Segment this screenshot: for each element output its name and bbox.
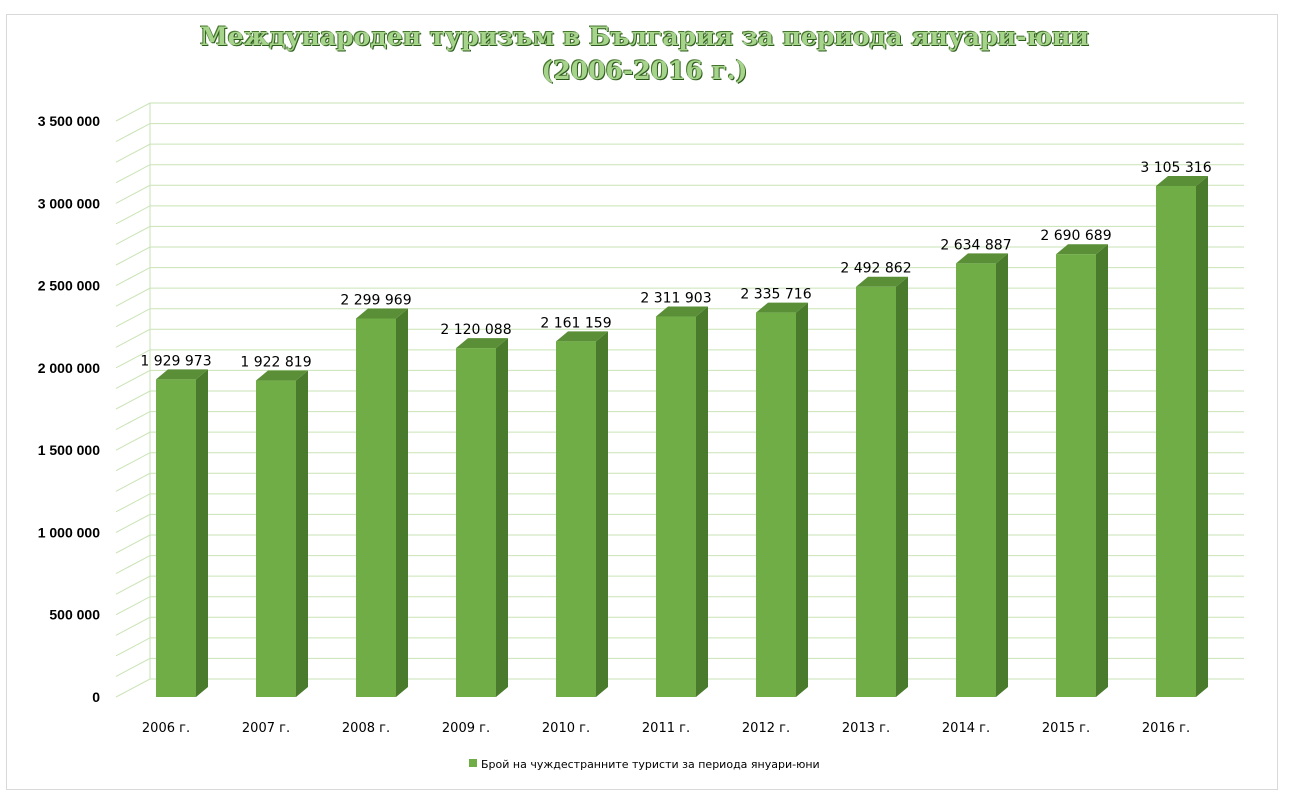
- y-tick-label: 2 500 000: [38, 278, 100, 294]
- data-label: 2 299 969: [340, 292, 411, 308]
- data-label: 2 161 159: [540, 315, 611, 331]
- data-label: 2 634 887: [940, 237, 1011, 253]
- bar-front: [256, 380, 296, 697]
- data-label: 2 492 862: [840, 261, 911, 277]
- bar-front: [756, 312, 796, 697]
- bar-side: [1096, 244, 1108, 698]
- data-label: 1 922 819: [240, 355, 311, 371]
- bar: [1156, 175, 1208, 697]
- bar-side: [896, 276, 908, 697]
- bar: [756, 302, 808, 697]
- bar: [656, 306, 708, 697]
- bar-front: [156, 379, 196, 697]
- bar-front: [456, 348, 496, 697]
- bar-top: [356, 308, 408, 319]
- gridline: [115, 102, 1244, 122]
- data-label: 2 690 689: [1040, 228, 1111, 244]
- gridline: [115, 184, 1244, 204]
- bar-side: [196, 369, 208, 697]
- x-tick-label: 2016 г.: [1142, 721, 1190, 736]
- bar: [956, 253, 1008, 698]
- legend: Брой на чуждестранните туристи за период…: [469, 758, 820, 771]
- bar-top: [956, 253, 1008, 264]
- y-tick-label: 500 000: [49, 607, 100, 623]
- bar-front: [1056, 254, 1096, 698]
- bar-front: [856, 286, 896, 697]
- bar-side: [996, 253, 1008, 698]
- bar-side: [696, 306, 708, 697]
- bar-top: [656, 306, 708, 317]
- bar-side: [496, 338, 508, 697]
- x-tick-label: 2006 г.: [142, 721, 190, 736]
- bar-top: [756, 302, 808, 313]
- y-tick-label: 0: [92, 689, 100, 705]
- bar: [556, 331, 608, 697]
- data-label: 3 105 316: [1140, 160, 1211, 176]
- bars: [156, 175, 1208, 698]
- data-label: 1 929 973: [140, 353, 211, 369]
- legend-swatch: [469, 759, 477, 767]
- x-tick-label: 2011 г.: [642, 721, 690, 736]
- bar: [456, 338, 508, 697]
- bar-top: [256, 370, 308, 381]
- x-tick-label: 2014 г.: [942, 721, 990, 736]
- bar-top: [456, 338, 508, 349]
- data-label: 2 311 903: [640, 291, 711, 307]
- bar-top: [856, 276, 908, 287]
- bar-side: [1196, 175, 1208, 697]
- bar: [356, 308, 408, 697]
- gridline: [115, 205, 1244, 225]
- x-tick-label: 2012 г.: [742, 721, 790, 736]
- bar-top: [1156, 175, 1208, 186]
- bar-front: [956, 263, 996, 697]
- x-tick-label: 2010 г.: [542, 721, 590, 736]
- bar-side: [296, 370, 308, 697]
- x-tick-label: 2013 г.: [842, 721, 890, 736]
- chart-title-line-1: Международен туризъм в България за перио…: [200, 22, 1089, 51]
- bar-front: [656, 316, 696, 697]
- bar: [1056, 244, 1108, 698]
- legend-label: Брой на чуждестранните туристи за период…: [481, 758, 820, 771]
- data-label: 2 335 716: [740, 287, 811, 303]
- bar-top: [1056, 244, 1108, 255]
- bar: [156, 369, 208, 697]
- x-tick-label: 2009 г.: [442, 721, 490, 736]
- x-axis-ticks: 2006 г. 2007 г. 2008 г. 2009 г. 2010 г. 2011 …: [142, 721, 1190, 736]
- bar-side: [396, 308, 408, 697]
- bar-front: [556, 341, 596, 697]
- bar-side: [596, 331, 608, 697]
- bar-side: [796, 302, 808, 697]
- x-tick-label: 2015 г.: [1042, 721, 1090, 736]
- y-tick-label: 3 000 000: [38, 195, 100, 211]
- y-axis-ticks: 0 500 000 1 000 000 1 500 000 2 000 000 2 500…: [38, 113, 101, 705]
- bar-top: [556, 331, 608, 342]
- bar-top: [156, 369, 208, 380]
- bar: [856, 276, 908, 697]
- chart-title: Международен туризъм в България за перио…: [0, 20, 1289, 88]
- chart-title-line-2: (2006-2016 г.): [541, 56, 748, 85]
- bar-front: [356, 318, 396, 697]
- bar: [256, 370, 308, 697]
- y-tick-label: 1 000 000: [38, 524, 100, 540]
- y-tick-label: 2 000 000: [38, 360, 100, 376]
- bar-front: [1156, 185, 1196, 697]
- gridline: [115, 143, 1244, 163]
- y-tick-label: 3 500 000: [38, 113, 100, 129]
- y-tick-label: 1 500 000: [38, 442, 100, 458]
- gridline: [115, 123, 1244, 143]
- data-labels: 1 929 973 1 922 819 2 299 969 2 120 088 2 16…: [140, 160, 1211, 371]
- x-tick-label: 2007 г.: [242, 721, 290, 736]
- x-tick-label: 2008 г.: [342, 721, 390, 736]
- gridline: [115, 164, 1244, 184]
- data-label: 2 120 088: [440, 322, 511, 338]
